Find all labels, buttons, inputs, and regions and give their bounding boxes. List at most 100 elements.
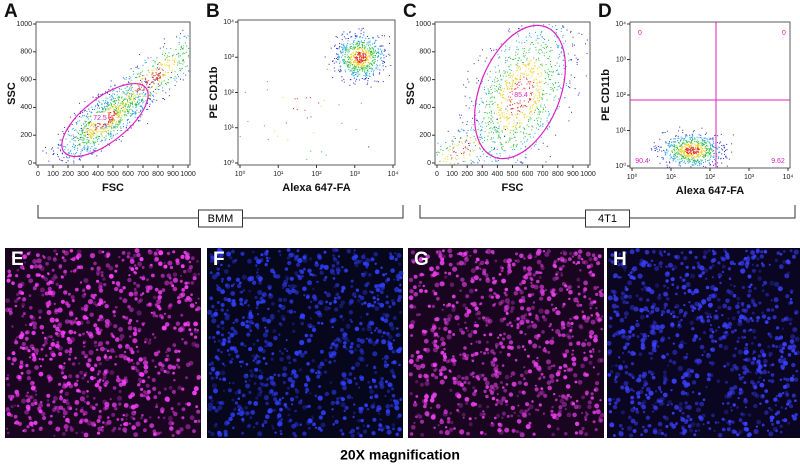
event-dot (174, 62, 175, 63)
event-dot (548, 69, 549, 70)
event-dot (118, 109, 119, 110)
event-dot (509, 77, 510, 78)
event-dot (345, 50, 346, 51)
cell (37, 258, 42, 263)
event-dot (712, 144, 713, 145)
event-dot (118, 116, 119, 117)
event-dot (537, 98, 538, 99)
event-dot (513, 146, 514, 147)
event-dot (519, 127, 520, 128)
event-dot (489, 104, 490, 105)
y-tick-label: 200 (419, 132, 431, 139)
event-dot (510, 132, 511, 133)
event-dot (516, 64, 517, 65)
event-dot (498, 122, 499, 123)
cell (104, 422, 108, 426)
event-dot (476, 83, 477, 84)
event-dot (694, 162, 695, 163)
event-dot (666, 142, 667, 143)
event-dot (517, 75, 518, 76)
cell (7, 432, 10, 435)
event-dot (85, 132, 86, 133)
event-dot (165, 53, 166, 54)
cell (164, 313, 166, 315)
event-dot (515, 81, 516, 82)
event-dot (683, 143, 684, 144)
event-dot (79, 159, 80, 160)
event-dot (90, 136, 91, 137)
event-dot (522, 62, 523, 63)
event-dot (673, 156, 674, 157)
event-dot (96, 155, 97, 156)
event-dot (520, 68, 521, 69)
event-dot (337, 54, 338, 55)
event-dot (493, 138, 494, 139)
event-dot (694, 156, 695, 157)
event-dot (165, 60, 166, 61)
cell (123, 414, 125, 416)
event-dot (126, 125, 127, 126)
cell (71, 295, 75, 299)
event-dot (517, 123, 518, 124)
event-dot (574, 45, 575, 46)
cell (122, 298, 127, 303)
x-tick-label: 10³ (350, 171, 361, 178)
panel-letter: E (11, 249, 24, 270)
cell (112, 281, 115, 284)
event-dot (124, 92, 125, 93)
event-dot (179, 44, 180, 45)
y-tick-label: 10⁰ (615, 162, 626, 170)
event-dot (709, 149, 710, 150)
event-dot (157, 83, 158, 84)
event-dot (437, 152, 438, 153)
event-dot (156, 74, 157, 75)
event-dot (682, 143, 683, 144)
event-dot (707, 160, 708, 161)
cell (127, 252, 131, 256)
panel-letter: B (206, 1, 220, 22)
event-dot (356, 58, 357, 59)
event-dot (686, 134, 687, 135)
event-dot (93, 138, 94, 139)
cell (96, 280, 99, 283)
cell (65, 319, 70, 324)
cell (172, 411, 174, 413)
cell (163, 265, 167, 269)
event-dot (109, 119, 110, 120)
event-dot (371, 64, 372, 65)
y-axis-label: PE CD11b (600, 69, 612, 121)
cell (211, 318, 216, 323)
event-dot (687, 144, 688, 145)
event-dot (500, 121, 501, 122)
event-dot (684, 153, 685, 154)
cell (334, 343, 338, 347)
event-dot (568, 53, 569, 54)
event-dot (706, 142, 707, 143)
event-dot (499, 128, 500, 129)
event-dot (83, 124, 84, 125)
event-dot (687, 154, 688, 155)
cell (196, 410, 200, 414)
event-dot (360, 37, 361, 38)
event-dot (496, 119, 497, 120)
event-dot (114, 119, 115, 120)
x-tick-label: 800 (152, 171, 164, 178)
cell (7, 270, 11, 274)
cell (186, 296, 190, 300)
cell (61, 368, 64, 371)
event-dot (694, 159, 695, 160)
event-dot (139, 88, 140, 89)
event-dot (559, 106, 560, 107)
event-dot (501, 110, 502, 111)
event-dot (492, 128, 493, 129)
event-dot (692, 165, 693, 166)
event-dot (500, 155, 501, 156)
cell (39, 358, 41, 360)
event-dot (145, 62, 146, 63)
event-dot (336, 58, 337, 59)
event-dot (488, 93, 489, 94)
event-dot (499, 153, 500, 154)
gate-label: 72.5 (93, 115, 107, 122)
event-dot (701, 138, 702, 139)
event-dot (507, 100, 508, 101)
